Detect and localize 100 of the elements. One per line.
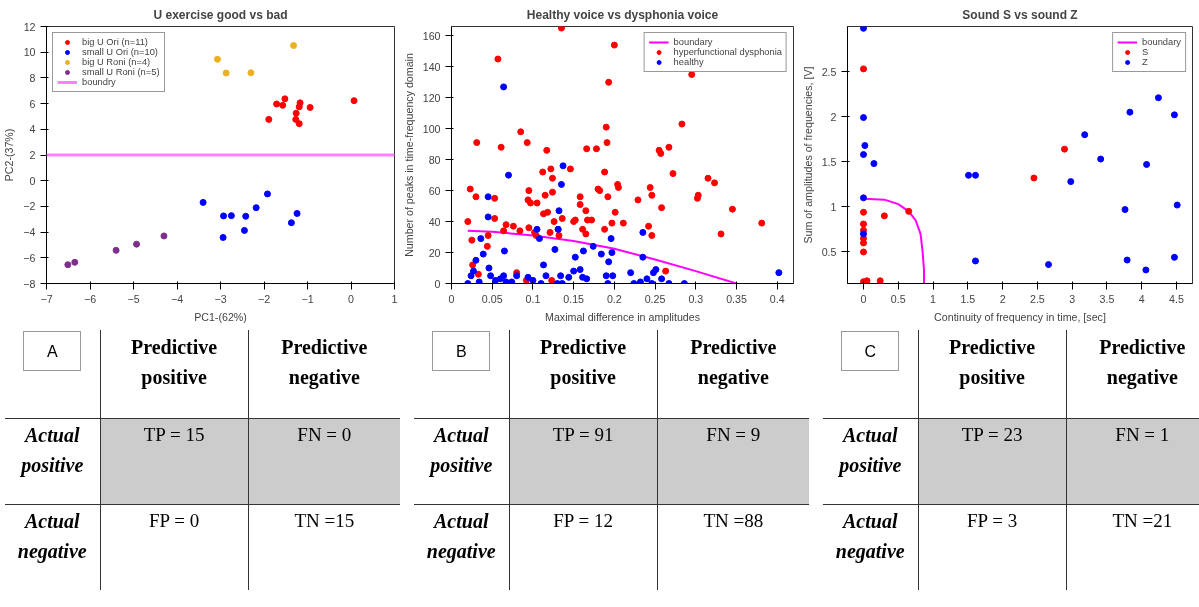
- text: Actual positive: [428, 422, 494, 479]
- text: TN =88: [657, 504, 809, 590]
- x-tick-label: 0.25: [644, 292, 666, 305]
- text: Actual negative: [425, 508, 497, 565]
- text: FN = 1: [1066, 418, 1199, 504]
- x-tick-label: 0.5: [890, 292, 906, 305]
- text: TN =15: [248, 504, 400, 590]
- x-tick-label: −7: [40, 292, 53, 305]
- x-tick-label: 2: [999, 292, 1006, 305]
- text: FP = 0: [100, 504, 249, 590]
- x-tick-label: 0.3: [688, 292, 704, 305]
- y-tick-label: 80: [428, 153, 441, 166]
- text: Predictive negative: [248, 330, 400, 418]
- text: FN = 9: [657, 418, 809, 504]
- legend-label: boundry: [82, 77, 116, 87]
- x-axis-title: PC1-(62%): [194, 310, 247, 323]
- text: Predictive negative: [1066, 330, 1199, 418]
- y-tick-label: 2: [830, 110, 837, 123]
- x-tick-label: 3.5: [1099, 292, 1115, 305]
- x-tick-label: 3: [1069, 292, 1076, 305]
- chart-title: U exercise good vs bad: [153, 7, 288, 22]
- legend-label: small U Ori (n=10): [82, 47, 158, 57]
- y-tick-label: −4: [23, 226, 36, 239]
- text: Actual positive: [19, 422, 85, 479]
- y-tick-label: 60: [428, 184, 441, 197]
- text: TP = 15: [100, 418, 249, 504]
- y-tick-label: 40: [428, 215, 441, 228]
- y-tick-label: 100: [422, 122, 441, 135]
- x-tick-label: −5: [127, 292, 140, 305]
- legend-label: boundary: [673, 37, 713, 47]
- legend-label: healthy: [673, 57, 704, 67]
- y-tick-label: 12: [23, 20, 36, 33]
- x-tick-label: −6: [83, 292, 97, 305]
- x-tick-label: 0.35: [726, 292, 747, 305]
- x-tick-label: 1: [391, 292, 398, 305]
- y-tick-label: 4: [29, 123, 36, 136]
- x-tick-label: 1.5: [960, 292, 976, 305]
- x-tick-label: 2.5: [1029, 292, 1045, 305]
- x-tick-label: −1: [301, 292, 314, 305]
- y-tick-label: 0: [434, 277, 441, 290]
- text: Actual negative: [834, 508, 906, 565]
- text: Actual positive: [837, 422, 903, 479]
- y-tick-label: 2.5: [821, 65, 837, 78]
- legend-label: S: [1142, 47, 1150, 57]
- x-tick-label: 0: [348, 292, 355, 305]
- text: FP = 3: [918, 504, 1067, 590]
- x-tick-label: −3: [214, 292, 227, 305]
- x-tick-label: 0: [448, 292, 455, 305]
- y-tick-label: 0.5: [821, 245, 837, 258]
- text: Predictive positive: [509, 330, 658, 418]
- y-tick-label: 0: [29, 174, 36, 187]
- x-tick-label: 0.4: [769, 292, 785, 305]
- x-tick-label: −2: [257, 292, 271, 305]
- y-tick-label: 160: [422, 29, 441, 42]
- y-axis-title: PC2-(37%): [3, 128, 16, 182]
- y-tick-label: −6: [23, 251, 36, 264]
- text: FN = 0: [248, 418, 400, 504]
- y-axis-title: Number of peaks in time-frequency domain: [402, 53, 415, 257]
- x-tick-label: 1: [930, 292, 937, 305]
- x-tick-label: 4: [1138, 292, 1145, 305]
- text: B: [432, 331, 491, 371]
- x-tick-label: 0: [860, 292, 867, 305]
- y-tick-label: 140: [422, 60, 441, 73]
- chart-title: Sound S vs sound Z: [962, 7, 1078, 22]
- y-axis-title: Sum of amplitudes of frequencies, [V]: [801, 66, 814, 244]
- legend-label: hyperfunctional dysphonia: [673, 47, 782, 57]
- x-tick-label: 0.1: [525, 292, 541, 305]
- text: A: [23, 331, 82, 371]
- y-tick-label: 20: [428, 246, 441, 259]
- x-tick-label: 0.15: [563, 292, 585, 305]
- text: Actual negative: [16, 508, 88, 565]
- x-axis-title: Continuity of frequency in time, [sec]: [934, 310, 1106, 323]
- legend-label: Z: [1142, 57, 1149, 67]
- text: TN =21: [1066, 504, 1199, 590]
- y-tick-label: 1: [830, 200, 837, 213]
- legend-label: small U Roni (n=5): [82, 67, 160, 77]
- legend-label: boundary: [1142, 37, 1181, 47]
- x-tick-label: 4.5: [1169, 292, 1184, 305]
- y-tick-label: 8: [29, 71, 36, 84]
- x-axis-title: Maximal difference in amplitudes: [545, 310, 700, 323]
- y-tick-label: −8: [23, 277, 36, 290]
- text: FP = 12: [509, 504, 658, 590]
- legend-label: big U Roni (n=4): [82, 57, 151, 67]
- text: TP = 91: [509, 418, 658, 504]
- y-tick-label: 120: [422, 91, 441, 104]
- text: Predictive positive: [100, 330, 249, 418]
- x-tick-label: 0.05: [481, 292, 503, 305]
- chart-title: Healthy voice vs dysphonia voice: [526, 7, 719, 22]
- text: C: [841, 331, 900, 371]
- y-tick-label: 10: [23, 46, 36, 59]
- text: TP = 23: [918, 418, 1067, 504]
- y-tick-label: −2: [23, 200, 36, 213]
- text: Predictive negative: [657, 330, 809, 418]
- x-tick-label: 0.2: [606, 292, 622, 305]
- y-tick-label: 6: [29, 97, 36, 110]
- y-tick-label: 1.5: [821, 155, 837, 168]
- text: Predictive positive: [918, 330, 1067, 418]
- x-tick-label: −4: [170, 292, 184, 305]
- y-tick-label: 2: [29, 149, 36, 161]
- legend-label: big U Ori (n=11): [82, 37, 148, 47]
